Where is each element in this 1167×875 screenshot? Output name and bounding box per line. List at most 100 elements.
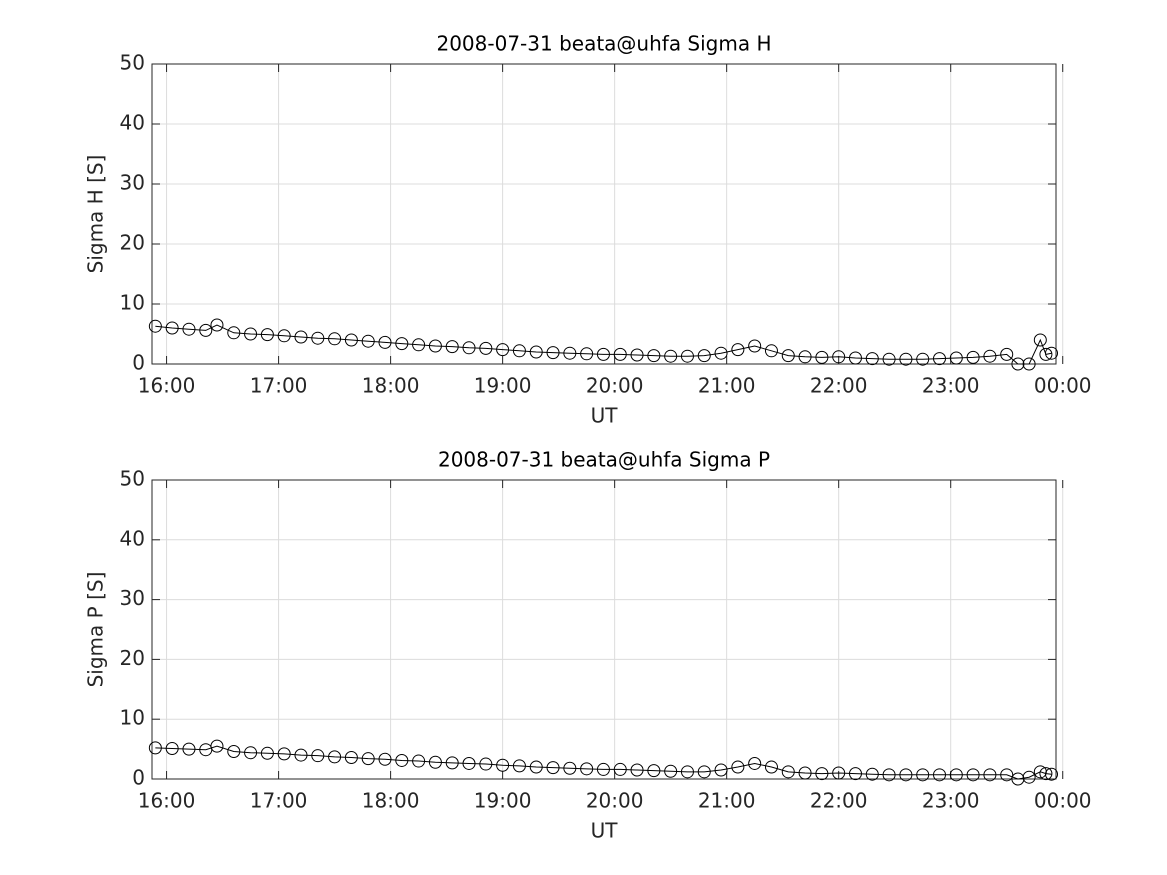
data-point bbox=[664, 764, 678, 778]
data-point bbox=[882, 352, 896, 366]
data-point bbox=[479, 341, 493, 355]
data-point bbox=[361, 752, 375, 766]
data-point bbox=[294, 748, 308, 762]
axes-frame bbox=[151, 63, 1057, 365]
data-point bbox=[529, 345, 543, 359]
data-point bbox=[731, 760, 745, 774]
data-point bbox=[865, 352, 879, 366]
data-point bbox=[680, 765, 694, 779]
x-tick-label: 17:00 bbox=[250, 374, 308, 398]
data-point bbox=[412, 754, 426, 768]
data-point bbox=[613, 762, 627, 776]
data-point bbox=[731, 343, 745, 357]
data-point bbox=[613, 347, 627, 361]
y-tick-label: 30 bbox=[120, 171, 145, 195]
data-point bbox=[182, 322, 196, 336]
data-point bbox=[412, 338, 426, 352]
y-axis-label: Sigma P [S] bbox=[84, 572, 108, 688]
data-point bbox=[832, 350, 846, 364]
data-point bbox=[1022, 357, 1036, 371]
data-point bbox=[1045, 767, 1059, 781]
x-tick-label: 18:00 bbox=[362, 374, 420, 398]
data-point bbox=[277, 747, 291, 761]
y-axis-label: Sigma H [S] bbox=[84, 155, 108, 274]
data-point bbox=[428, 339, 442, 353]
data-point bbox=[260, 746, 274, 760]
data-point bbox=[244, 327, 258, 341]
chart-title: 2008-07-31 beata@uhfa Sigma P bbox=[438, 448, 770, 472]
axes-frame bbox=[151, 479, 1057, 780]
data-point bbox=[748, 756, 762, 770]
data-point bbox=[496, 758, 510, 772]
x-tick-label: 00:00 bbox=[1034, 374, 1092, 398]
data-point bbox=[395, 753, 409, 767]
y-tick-label: 10 bbox=[120, 706, 145, 730]
data-point bbox=[277, 329, 291, 343]
x-tick-label: 22:00 bbox=[810, 374, 868, 398]
data-point bbox=[1011, 357, 1025, 371]
data-point bbox=[260, 328, 274, 342]
data-point bbox=[748, 339, 762, 353]
data-point bbox=[949, 768, 963, 782]
data-point bbox=[596, 347, 610, 361]
data-point bbox=[378, 752, 392, 766]
chart-title: 2008-07-31 beata@uhfa Sigma H bbox=[436, 32, 771, 56]
data-point bbox=[563, 346, 577, 360]
data-point bbox=[165, 321, 179, 335]
data-point bbox=[479, 757, 493, 771]
x-tick-label: 16:00 bbox=[138, 789, 196, 813]
data-point bbox=[1000, 347, 1014, 361]
data-point bbox=[378, 335, 392, 349]
data-point bbox=[882, 768, 896, 782]
data-point bbox=[512, 759, 526, 773]
x-tick-label: 00:00 bbox=[1034, 789, 1092, 813]
data-point bbox=[1039, 347, 1053, 361]
data-point bbox=[932, 768, 946, 782]
data-point bbox=[344, 750, 358, 764]
x-tick-label: 21:00 bbox=[698, 374, 756, 398]
data-point bbox=[764, 344, 778, 358]
data-point bbox=[899, 352, 913, 366]
data-point bbox=[983, 349, 997, 363]
data-point bbox=[865, 767, 879, 781]
data-point bbox=[916, 352, 930, 366]
y-tick-label: 30 bbox=[120, 586, 145, 610]
data-point bbox=[949, 351, 963, 365]
data-point bbox=[848, 351, 862, 365]
data-point bbox=[1000, 768, 1014, 782]
plot-area bbox=[152, 64, 1056, 364]
data-point bbox=[445, 756, 459, 770]
plot-area bbox=[152, 480, 1056, 779]
x-tick-label: 17:00 bbox=[250, 789, 308, 813]
data-point bbox=[428, 755, 442, 769]
data-point bbox=[647, 764, 661, 778]
x-tick-label: 19:00 bbox=[474, 789, 532, 813]
x-tick-label: 23:00 bbox=[922, 374, 980, 398]
y-tick-label: 50 bbox=[120, 51, 145, 75]
data-point bbox=[781, 765, 795, 779]
data-point bbox=[714, 346, 728, 360]
data-point bbox=[361, 334, 375, 348]
data-point bbox=[664, 349, 678, 363]
x-tick-label: 18:00 bbox=[362, 789, 420, 813]
x-tick-label: 21:00 bbox=[698, 789, 756, 813]
data-point bbox=[165, 742, 179, 756]
data-point bbox=[328, 332, 342, 346]
subplot: 16:00 17:00 18:00 19:00 20:00 21:00 22:00 23:00… bbox=[84, 32, 1092, 428]
data-point bbox=[815, 350, 829, 364]
data-point bbox=[445, 340, 459, 354]
y-tick-label: 0 bbox=[132, 351, 145, 375]
data-point bbox=[580, 347, 594, 361]
data-point bbox=[529, 760, 543, 774]
data-point bbox=[1011, 772, 1025, 786]
data-point bbox=[244, 746, 258, 760]
data-point bbox=[148, 741, 162, 755]
data-point bbox=[512, 344, 526, 358]
data-point bbox=[966, 350, 980, 364]
data-point bbox=[596, 762, 610, 776]
data-point bbox=[764, 760, 778, 774]
y-tick-label: 50 bbox=[120, 467, 145, 491]
data-point bbox=[182, 742, 196, 756]
data-point bbox=[932, 352, 946, 366]
data-point bbox=[227, 326, 241, 340]
